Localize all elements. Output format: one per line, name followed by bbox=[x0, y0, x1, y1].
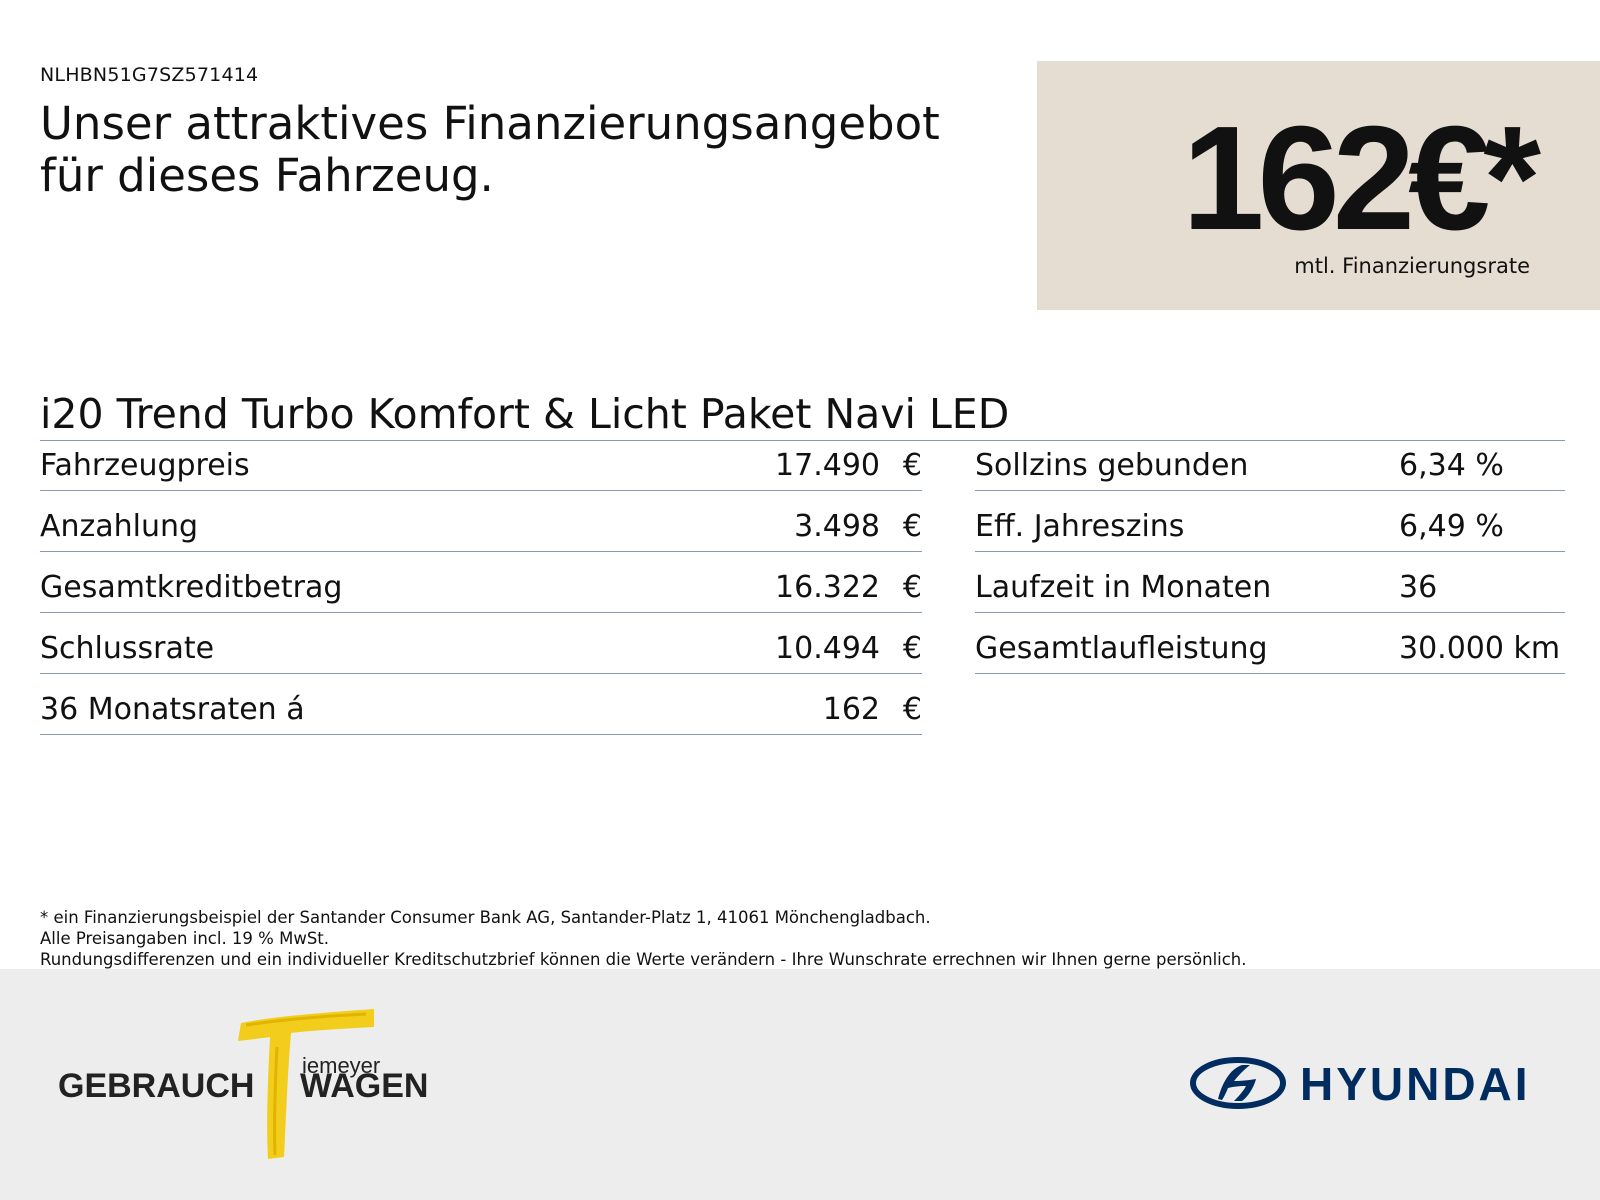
hyundai-emblem-icon bbox=[1190, 1057, 1286, 1109]
row-unit: € bbox=[902, 448, 922, 483]
row-label: Eff. Jahreszins bbox=[975, 509, 1185, 544]
footnote: * ein Finanzierungsbeispiel der Santande… bbox=[40, 907, 1570, 970]
row-value: 16.322 bbox=[775, 570, 880, 605]
row-value: 3.498 bbox=[794, 509, 880, 544]
finance-row-total-mileage: Gesamtlaufleistung 30.000 km bbox=[975, 621, 1565, 674]
row-value: 6,34 % bbox=[1399, 448, 1504, 483]
model-title: i20 Trend Turbo Komfort & Licht Paket Na… bbox=[40, 390, 1565, 441]
yellow-t-brushstroke bbox=[238, 1009, 374, 1159]
row-unit: € bbox=[902, 509, 922, 544]
monthly-rate-label: mtl. Finanzierungsrate bbox=[1294, 254, 1530, 278]
finance-row-fixed-interest: Sollzins gebunden 6,34 % bbox=[975, 438, 1565, 491]
row-label: Fahrzeugpreis bbox=[40, 448, 250, 483]
finance-row-effective-interest: Eff. Jahreszins 6,49 % bbox=[975, 499, 1565, 552]
footnote-line-1: * ein Finanzierungsbeispiel der Santande… bbox=[40, 908, 931, 927]
finance-row-final-rate: Schlussrate 10.494 € bbox=[40, 621, 922, 674]
headline-line-2: für dieses Fahrzeug. bbox=[40, 149, 494, 202]
row-label: Gesamtkreditbetrag bbox=[40, 570, 343, 605]
dealer-word-2: WAGEN bbox=[300, 1067, 428, 1105]
row-unit: € bbox=[902, 570, 922, 605]
dealer-word-1: GEBRAUCH bbox=[58, 1067, 254, 1105]
row-value: 10.494 bbox=[775, 631, 880, 666]
finance-row-monthly-rates: 36 Monatsraten á 162 € bbox=[40, 682, 922, 735]
monthly-rate-amount: 162€* bbox=[1182, 96, 1541, 261]
finance-row-term-months: Laufzeit in Monaten 36 bbox=[975, 560, 1565, 613]
row-label: Gesamtlaufleistung bbox=[975, 631, 1268, 666]
footnote-line-2: Alle Preisangaben incl. 19 % MwSt. bbox=[40, 929, 330, 948]
headline-line-1: Unser attraktives Finanzierungsangebot bbox=[40, 97, 940, 150]
page-title: Unser attraktives Finanzierungsangebot f… bbox=[40, 98, 1000, 202]
dealer-script-name: iemeyer bbox=[302, 1053, 380, 1078]
finance-row-vehicle-price: Fahrzeugpreis 17.490 € bbox=[40, 438, 922, 491]
row-label: Anzahlung bbox=[40, 509, 199, 544]
price-box bbox=[1037, 61, 1600, 310]
finance-row-total-credit: Gesamtkreditbetrag 16.322 € bbox=[40, 560, 922, 613]
dealer-logo: iemeyer GEBRAUCH WAGEN bbox=[58, 1009, 428, 1159]
row-value: 162 bbox=[822, 692, 880, 727]
hyundai-wordmark: HYUNDAI bbox=[1300, 1058, 1531, 1110]
row-value: 17.490 bbox=[775, 448, 880, 483]
row-value: 36 bbox=[1399, 570, 1438, 605]
row-value: 6,49 % bbox=[1399, 509, 1504, 544]
vin-number: NLHBN51G7SZ571414 bbox=[40, 64, 259, 86]
footer-band bbox=[0, 969, 1600, 1200]
footnote-line-3: Rundungsdifferenzen und ein individuelle… bbox=[40, 950, 1247, 969]
hyundai-logo: HYUNDAI bbox=[1190, 1057, 1531, 1110]
row-label: Sollzins gebunden bbox=[975, 448, 1249, 483]
finance-row-down-payment: Anzahlung 3.498 € bbox=[40, 499, 922, 552]
row-unit: € bbox=[902, 631, 922, 666]
row-label: 36 Monatsraten á bbox=[40, 692, 305, 727]
row-unit: € bbox=[902, 692, 922, 727]
row-label: Schlussrate bbox=[40, 631, 215, 666]
row-label: Laufzeit in Monaten bbox=[975, 570, 1272, 605]
row-value: 30.000 km bbox=[1399, 631, 1561, 666]
